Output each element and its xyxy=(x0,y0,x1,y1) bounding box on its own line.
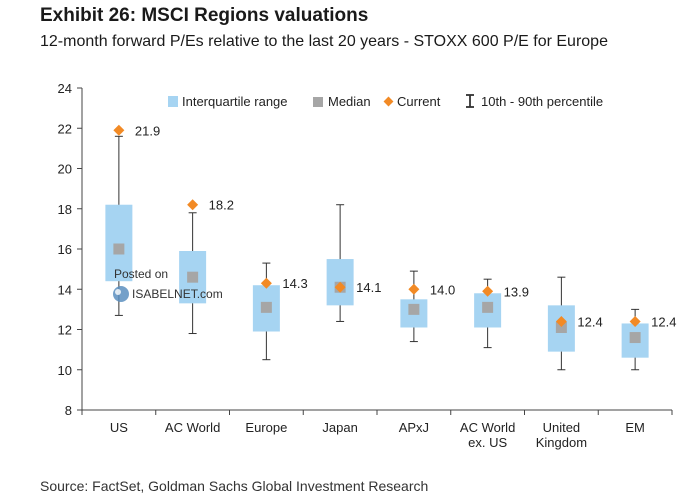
category-group: 18.2 AC World xyxy=(165,198,234,435)
valuation-box-chart: 8 10 12 14 16 18 20 22 24 21.9 US 18.2 AC World 14.3… xyxy=(58,81,677,450)
category-group: 21.9 US xyxy=(105,123,160,435)
isabelnet-watermark: Posted on ISABELNET.com xyxy=(113,267,223,302)
watermark-logo-icon xyxy=(113,286,129,302)
current-value-label: 14.3 xyxy=(282,276,307,291)
y-tick-label: 16 xyxy=(58,242,72,257)
current-value-label: 13.9 xyxy=(504,284,529,299)
chart-subtitle: 12-month forward P/Es relative to the la… xyxy=(40,33,608,50)
category-label: AC World xyxy=(460,420,515,435)
current-value-label: 14.1 xyxy=(356,280,381,295)
category-label: ex. US xyxy=(468,435,507,450)
current-marker xyxy=(482,285,494,297)
category-label: AC World xyxy=(165,420,220,435)
current-value-label: 12.4 xyxy=(651,314,676,329)
y-tick-label: 10 xyxy=(58,363,72,378)
median-marker xyxy=(408,303,420,315)
legend-current-label: Current xyxy=(397,94,441,109)
watermark-line2: ISABELNET.com xyxy=(132,287,223,301)
axes: 8 10 12 14 16 18 20 22 24 xyxy=(58,81,673,418)
legend-iqr-swatch xyxy=(168,96,178,107)
current-value-label: 14.0 xyxy=(430,282,455,297)
median-marker xyxy=(187,271,199,283)
median-marker xyxy=(260,301,272,313)
current-value-label: 12.4 xyxy=(577,314,602,329)
median-marker xyxy=(629,332,641,344)
median-marker xyxy=(113,243,125,255)
current-value-label: 21.9 xyxy=(135,123,160,138)
legend: Interquartile range Median Current 10th … xyxy=(168,94,603,109)
legend-current-swatch xyxy=(383,96,394,107)
y-tick-label: 8 xyxy=(65,403,72,418)
category-group: 14.3 Europe xyxy=(245,262,308,435)
category-label: Europe xyxy=(245,420,287,435)
y-tick-label: 12 xyxy=(58,323,72,338)
y-tick-label: 24 xyxy=(58,81,72,96)
legend-iqr-label: Interquartile range xyxy=(182,94,288,109)
category-group: 14.0 APxJ xyxy=(399,270,455,435)
watermark-line1: Posted on xyxy=(114,267,168,281)
category-label: EM xyxy=(625,420,645,435)
category-group: 12.4 EM xyxy=(621,308,676,435)
current-marker xyxy=(334,281,346,293)
legend-median-label: Median xyxy=(328,94,371,109)
current-marker xyxy=(187,199,199,211)
current-marker xyxy=(555,315,567,327)
legend-range-icon xyxy=(466,94,474,108)
legend-median-swatch xyxy=(313,97,323,107)
iqr-box xyxy=(105,204,133,282)
y-tick-label: 14 xyxy=(58,282,72,297)
y-tick-label: 22 xyxy=(58,121,72,136)
y-tick-label: 18 xyxy=(58,202,72,217)
category-label: Japan xyxy=(322,420,357,435)
category-group: 14.1 Japan xyxy=(322,204,381,435)
chart-source: Source: FactSet, Goldman Sachs Global In… xyxy=(40,478,429,494)
median-marker xyxy=(482,301,494,313)
category-label: APxJ xyxy=(399,420,429,435)
current-marker xyxy=(113,124,125,136)
current-marker xyxy=(629,315,641,327)
current-marker xyxy=(408,283,420,295)
current-marker xyxy=(260,277,272,289)
median-marker xyxy=(555,321,567,333)
chart-title: Exhibit 26: MSCI Regions valuations xyxy=(40,5,369,26)
category-label: Kingdom xyxy=(536,435,587,450)
category-label: US xyxy=(110,420,128,435)
y-tick-label: 20 xyxy=(58,162,72,177)
category-label: United xyxy=(543,420,581,435)
legend-range-label: 10th - 90th percentile xyxy=(481,94,603,109)
current-value-label: 18.2 xyxy=(209,198,234,213)
